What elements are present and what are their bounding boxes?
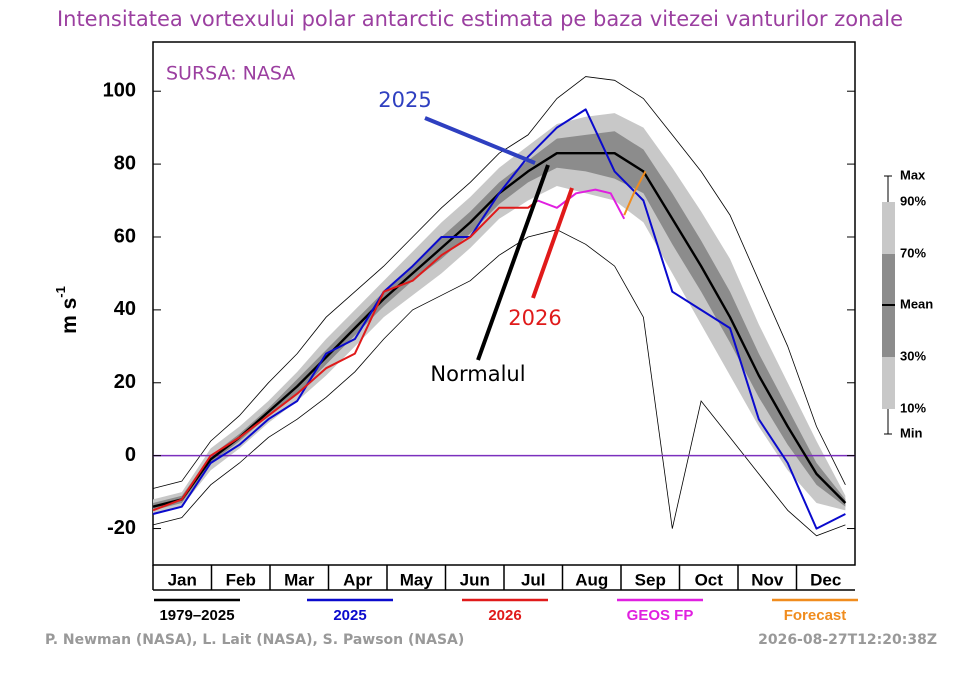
series-line — [623, 170, 647, 216]
annotation-arrow — [476, 164, 550, 361]
x-tick-label: Jan — [168, 570, 197, 589]
band-legend-label: Max — [900, 167, 926, 182]
x-tick-label: Jul — [521, 570, 546, 589]
y-axis-label-sup: -1 — [53, 286, 68, 298]
series-line — [537, 188, 626, 220]
series-line — [152, 199, 539, 512]
percentile-band — [153, 113, 846, 514]
x-tick-label: Dec — [810, 570, 841, 589]
plot-frame — [152, 41, 856, 566]
chart-title: Intensitatea vortexului polar antarctic … — [57, 7, 903, 31]
x-tick-label: Apr — [343, 570, 373, 589]
plot-area — [152, 76, 855, 537]
y-tick-label: -20 — [107, 517, 136, 539]
x-tick-label: Aug — [575, 570, 608, 589]
y-axis-label-text: m s — [58, 298, 81, 334]
annotation: 2025 — [378, 88, 431, 112]
envelope-line — [152, 76, 846, 489]
legend-label: 1979–2025 — [159, 607, 234, 624]
credits: P. Newman (NASA), L. Lait (NASA), S. Paw… — [45, 632, 464, 648]
y-tick-label: 60 — [114, 225, 136, 247]
band-legend-swatch — [882, 202, 895, 254]
band-legend-swatch — [882, 357, 895, 409]
x-tick-label: May — [400, 570, 434, 589]
band-legend-label: 90% — [900, 193, 926, 208]
annotation: Normalul — [430, 362, 525, 386]
source: SURSA: NASA — [166, 63, 295, 85]
y-axis-label: m s-1 — [53, 286, 80, 334]
legend-label: 2025 — [333, 607, 366, 624]
band-legend-bar — [882, 175, 895, 435]
y-tick-label: 40 — [114, 298, 136, 320]
x-tick-label: Nov — [751, 570, 784, 589]
legend-label: GEOS FP — [627, 607, 694, 624]
series-line — [152, 108, 846, 530]
band-legend-label: 30% — [900, 348, 926, 363]
band-legend-label: 70% — [900, 245, 926, 260]
x-tick-label: Feb — [226, 570, 256, 589]
y-tick-label: 80 — [114, 152, 136, 174]
legend-label: 2026 — [488, 607, 521, 624]
annotation-arrow — [531, 187, 574, 299]
timestamp: 2026-08-27T12:20:38Z — [758, 632, 937, 648]
y-tick-label: 0 — [125, 444, 136, 466]
annotation: 2026 — [508, 306, 561, 330]
annotation-arrow — [424, 116, 536, 165]
x-tick-label: Mar — [284, 570, 315, 589]
x-tick-label: Oct — [695, 570, 724, 589]
envelope-line — [152, 229, 846, 537]
legend-label: Forecast — [784, 607, 847, 624]
x-tick-label: Jun — [460, 570, 490, 589]
x-tick-label: Sep — [635, 570, 666, 589]
band-legend-label: Mean — [900, 296, 933, 311]
band-legend-label: Min — [900, 425, 922, 440]
y-tick-label: 100 — [103, 79, 136, 101]
band-legend-label: 10% — [900, 400, 926, 415]
percentile-band — [153, 131, 846, 511]
y-tick-label: 20 — [114, 371, 136, 393]
